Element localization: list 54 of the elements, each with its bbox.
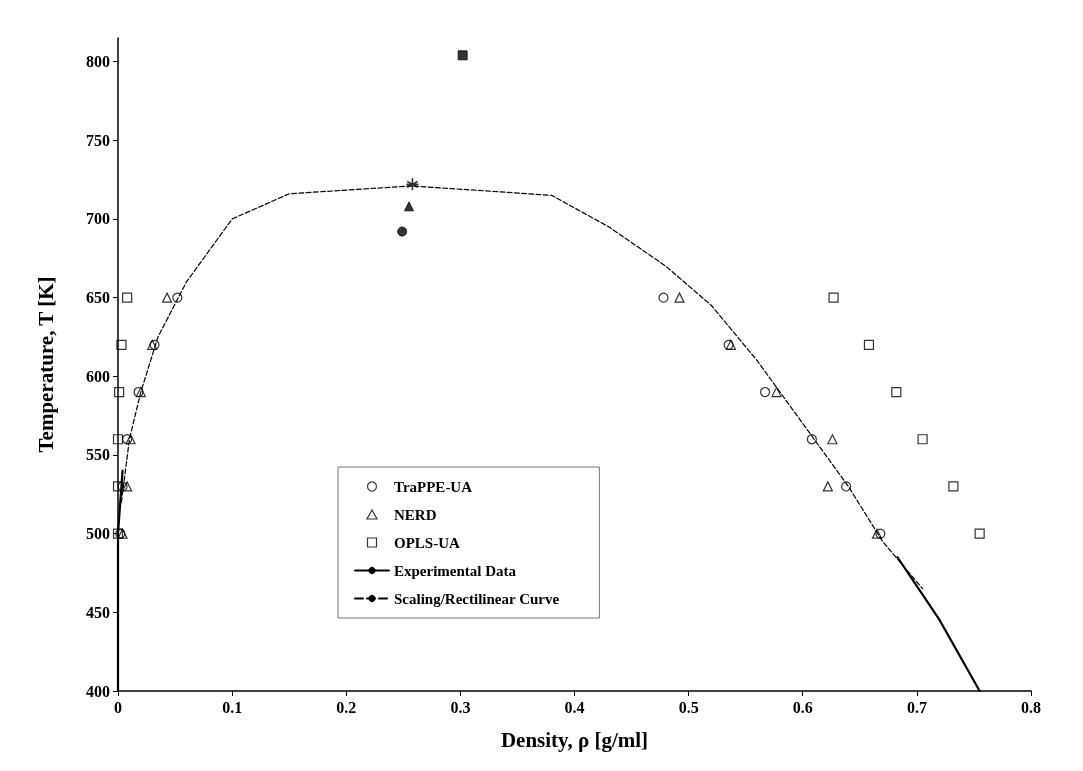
legend-label: NERD	[394, 506, 437, 523]
point	[948, 481, 959, 492]
point	[114, 386, 125, 398]
point	[863, 339, 875, 350]
point	[891, 386, 902, 398]
x-tick-label: 0.6	[792, 698, 813, 716]
point	[116, 339, 127, 350]
x-tick-label: 0	[114, 698, 122, 716]
point	[112, 434, 124, 445]
point	[161, 292, 173, 303]
y-tick-label: 450	[86, 603, 110, 621]
y-axis-title: Temperature, T [K]	[33, 276, 58, 453]
point	[974, 528, 985, 539]
y-tick-label: 550	[86, 446, 110, 464]
point	[771, 386, 782, 398]
point	[397, 226, 408, 237]
point	[122, 481, 133, 492]
point	[875, 528, 886, 539]
point	[806, 434, 817, 445]
point	[122, 292, 133, 303]
x-tick-label: 0.4	[564, 698, 585, 716]
legend-label: OPLS-UA	[394, 534, 460, 551]
y-tick-label: 600	[86, 367, 110, 385]
x-tick-label: 0.5	[678, 698, 699, 716]
y-tick-label: 400	[86, 682, 110, 700]
point	[112, 481, 124, 492]
point	[841, 481, 852, 492]
point	[172, 292, 183, 303]
y-tick-label: 700	[86, 210, 110, 228]
x-axis-title: Density, ρ [g/ml]	[500, 727, 649, 752]
x-tick-label: 0.2	[336, 698, 357, 716]
point	[457, 50, 468, 61]
point	[828, 292, 839, 303]
point	[871, 528, 883, 539]
y-tick-label: 800	[86, 53, 110, 71]
point	[760, 386, 771, 398]
point	[674, 292, 685, 303]
point	[827, 434, 838, 445]
point	[117, 481, 128, 492]
x-tick-label: 0.7	[906, 698, 927, 716]
legend-label: Experimental Data	[394, 562, 517, 579]
y-tick-label: 500	[86, 525, 110, 543]
y-tick-label: 750	[86, 131, 110, 149]
point	[917, 434, 928, 445]
y-tick-label: 650	[86, 289, 110, 307]
legend-label: TraPPE-UA	[394, 478, 473, 495]
point	[822, 481, 833, 492]
x-tick-label: 0.3	[450, 698, 471, 716]
point	[405, 177, 420, 192]
point	[658, 292, 669, 303]
legend-label: Scaling/Rectilinear Curve	[394, 590, 560, 607]
x-tick-label: 0.8	[1021, 698, 1041, 716]
point	[404, 201, 415, 212]
x-tick-label: 0.1	[222, 698, 243, 716]
